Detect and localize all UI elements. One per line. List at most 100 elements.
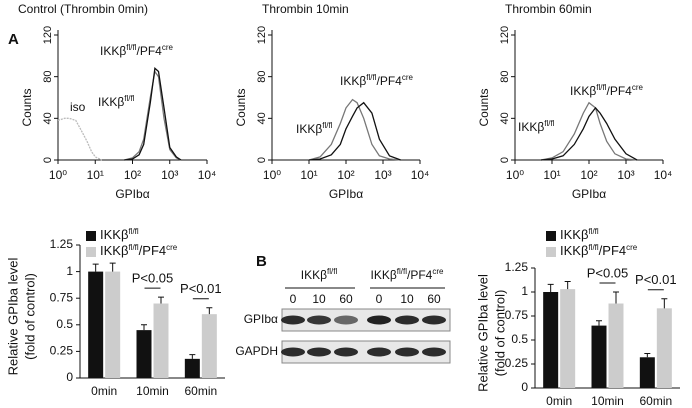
blot-lane-label: 0 bbox=[290, 292, 297, 306]
error-bar bbox=[206, 307, 213, 315]
chart-title: Thrombin 60min bbox=[505, 2, 592, 16]
series-label: IKKβfl/fl bbox=[518, 119, 555, 135]
bar bbox=[591, 325, 607, 388]
x-tick-label: 0min bbox=[546, 394, 572, 408]
legend-label-part: cre bbox=[166, 243, 178, 252]
blot-row-label: GPIbα bbox=[244, 312, 278, 326]
y-tick-label: 0.75 bbox=[505, 308, 529, 322]
legend-label-part: IKKβ bbox=[100, 227, 128, 242]
legend-label: IKKβfl/fl/PF4cre bbox=[560, 243, 638, 259]
blot-band bbox=[422, 315, 446, 325]
p-value-annotation: P<0.05 bbox=[132, 271, 174, 286]
blot-band bbox=[281, 347, 305, 357]
y-tick-label: 40 bbox=[256, 112, 268, 124]
x-tick-label: 10⁰ bbox=[49, 168, 67, 182]
y-tick-label: 0.75 bbox=[50, 290, 74, 304]
y-axis-label: (fold of control) bbox=[492, 290, 507, 377]
blot-band bbox=[281, 315, 305, 325]
series-label-part: IKKβ bbox=[100, 44, 126, 58]
blot-lane-label: 10 bbox=[312, 292, 326, 306]
bar bbox=[136, 330, 152, 378]
series-label-part: fl/fl bbox=[322, 121, 332, 130]
blot-lane-label: 60 bbox=[339, 292, 353, 306]
blot-group-label: IKKβfl/fl bbox=[301, 267, 338, 283]
bar bbox=[88, 271, 104, 378]
series-label-part: IKKβ bbox=[98, 95, 124, 109]
legend-label-part: fl/fl bbox=[128, 243, 138, 252]
series-label-part: fl/fl bbox=[126, 43, 136, 52]
x-tick-label: 0min bbox=[91, 384, 117, 398]
histogram-curve bbox=[308, 98, 401, 161]
error-bar bbox=[189, 354, 196, 359]
x-tick-label: 10² bbox=[124, 168, 141, 182]
bar bbox=[184, 358, 200, 378]
legend-label: IKKβfl/fl bbox=[100, 227, 139, 243]
y-tick-label: 0.5 bbox=[511, 332, 528, 346]
blot-row-label: GAPDH bbox=[235, 344, 278, 358]
blot-group-label-part: cre bbox=[432, 267, 444, 276]
y-tick-label: 0 bbox=[499, 157, 511, 163]
blot-band bbox=[367, 315, 391, 325]
y-tick-label: 80 bbox=[256, 71, 268, 83]
bar bbox=[639, 357, 655, 388]
legend-label-part: /PF4 bbox=[139, 243, 166, 258]
histogram-curve bbox=[540, 101, 638, 161]
bar bbox=[543, 292, 559, 388]
series-label-part: cre bbox=[402, 73, 414, 82]
x-tick-label: 10² bbox=[580, 168, 597, 182]
series-label-part: fl/fl bbox=[366, 73, 376, 82]
legend-label-part: IKKβ bbox=[100, 243, 128, 258]
blot-group-label: IKKβfl/fl/PF4cre bbox=[371, 267, 444, 283]
blot-band bbox=[395, 347, 419, 357]
histogram-curve bbox=[308, 101, 401, 161]
y-tick-label: 120 bbox=[256, 26, 268, 44]
bar bbox=[153, 303, 169, 378]
x-tick-label: 10⁴ bbox=[411, 168, 430, 182]
x-tick-label: 10¹ bbox=[300, 168, 317, 182]
histogram-curve bbox=[540, 106, 638, 161]
error-bar bbox=[644, 352, 651, 358]
series-label-part: IKKβ bbox=[296, 122, 322, 136]
histogram-curve bbox=[57, 117, 103, 161]
y-tick-label: 80 bbox=[499, 71, 511, 83]
x-tick-label: 10⁴ bbox=[198, 168, 217, 182]
blot-band bbox=[307, 315, 331, 325]
x-tick-label: 60min bbox=[639, 394, 672, 408]
x-tick-label: 10³ bbox=[374, 168, 391, 182]
y-tick-label: 1 bbox=[66, 264, 73, 278]
y-tick-label: 120 bbox=[499, 26, 511, 44]
error-bar bbox=[547, 283, 554, 292]
panel-label: B bbox=[256, 253, 267, 270]
y-tick-label: 0 bbox=[521, 380, 528, 394]
legend-label: IKKβfl/fl/PF4cre bbox=[100, 243, 178, 259]
error-bar bbox=[661, 298, 668, 309]
y-tick-label: 0.25 bbox=[505, 356, 529, 370]
y-tick-label: 0.25 bbox=[50, 344, 74, 358]
blot-lane-label: 10 bbox=[400, 292, 414, 306]
p-value-annotation: P<0.01 bbox=[180, 281, 222, 296]
blot-band bbox=[307, 347, 331, 357]
bar bbox=[201, 314, 217, 378]
y-axis-label: Counts bbox=[234, 88, 248, 126]
y-tick-label: 1.25 bbox=[50, 237, 74, 251]
x-axis-label: GPIbα bbox=[329, 187, 363, 201]
series-label: IKKβfl/fl/PF4cre bbox=[340, 73, 413, 89]
error-bar bbox=[158, 296, 164, 304]
error-bar bbox=[596, 320, 602, 326]
series-label-part: fl/fl bbox=[544, 119, 554, 128]
series-label: IKKβfl/fl bbox=[296, 121, 333, 137]
series-label-part: IKKβ bbox=[340, 74, 366, 88]
error-bar bbox=[92, 263, 99, 272]
p-value-annotation: P<0.05 bbox=[587, 265, 629, 280]
legend-label-part: fl/fl bbox=[588, 243, 598, 252]
p-value-annotation: P<0.01 bbox=[635, 272, 677, 287]
legend-label-part: /PF4 bbox=[599, 243, 626, 258]
series-label-part: cre bbox=[632, 83, 644, 92]
legend-swatch bbox=[86, 231, 96, 241]
y-tick-label: 120 bbox=[42, 26, 54, 44]
series-label: IKKβfl/fl/PF4cre bbox=[100, 43, 173, 59]
y-tick-label: 0 bbox=[256, 157, 268, 163]
blot-group-label-part: fl/fl bbox=[327, 267, 337, 276]
legend-label-part: fl/fl bbox=[588, 227, 598, 236]
x-tick-label: 10⁰ bbox=[263, 168, 281, 182]
